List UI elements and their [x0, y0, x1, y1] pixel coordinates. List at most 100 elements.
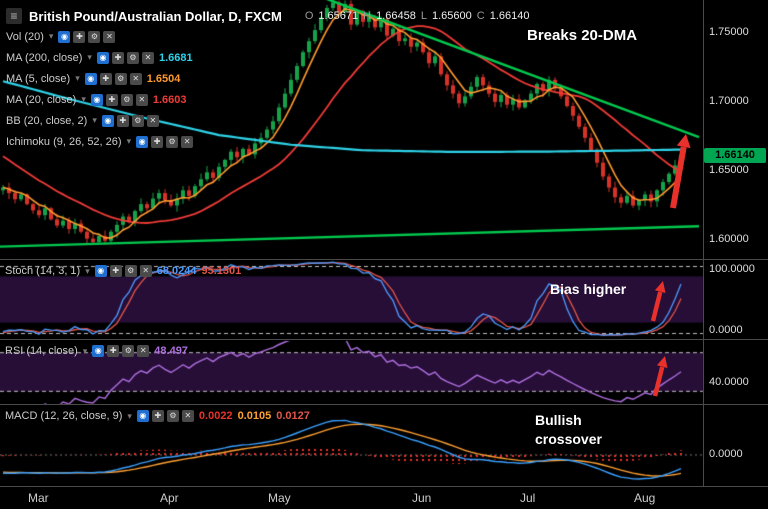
chevron-down-icon[interactable]: ▾	[87, 52, 92, 62]
settings-button[interactable]: ⚙	[126, 51, 139, 64]
close-button[interactable]: ✕	[135, 93, 148, 106]
price-axis-label: 1.70000	[709, 94, 749, 107]
indicator-label[interactable]: BB (20, close, 2)	[6, 114, 88, 127]
chevron-down-icon[interactable]: ▾	[82, 345, 88, 356]
time-axis-label: Mar	[28, 491, 49, 505]
indicator-label[interactable]: Ichimoku (9, 26, 52, 26)	[6, 135, 122, 148]
indicator-label[interactable]: MA (200, close)	[6, 51, 83, 64]
indicator-label[interactable]: MA (20, close)	[6, 93, 77, 106]
menu-icon[interactable]: ≡	[6, 8, 22, 24]
visibility-button[interactable]: ◉	[136, 135, 149, 148]
price-axis-label: 1.65000	[709, 163, 749, 176]
indicator-label[interactable]: MA (5, close)	[6, 72, 71, 85]
add-button[interactable]: ✚	[111, 51, 124, 64]
ohlc-readout: O 1.65671 H 1.66458 L 1.65600 C 1.66140	[305, 10, 530, 22]
indicator-value: 1.6603	[152, 93, 187, 106]
current-price-badge: 1.66140	[704, 148, 766, 163]
indicator-controls: ◉ ✚ ⚙ ✕	[92, 345, 150, 357]
up-arrow-annotation	[652, 356, 668, 397]
settings-button[interactable]: ⚙	[122, 345, 135, 357]
axis-separator	[703, 0, 704, 487]
chevron-down-icon[interactable]: ▾	[126, 136, 132, 146]
visibility-button[interactable]: ◉	[136, 410, 149, 422]
annotation-bias-higher: Bias higher	[550, 281, 627, 297]
add-button[interactable]: ✚	[107, 345, 120, 357]
chevron-down-icon[interactable]: ▾	[48, 31, 54, 41]
panel-separator[interactable]	[0, 259, 768, 260]
close-button[interactable]: ✕	[103, 30, 116, 43]
indicator-label[interactable]: MACD (12, 26, close, 9)	[5, 410, 123, 422]
macd-line-value: 0.0105	[237, 410, 272, 422]
close-button[interactable]: ✕	[141, 51, 154, 64]
indicator-label[interactable]: RSI (14, close)	[5, 345, 78, 357]
panel-separator[interactable]	[0, 339, 768, 340]
add-button[interactable]: ✚	[151, 135, 164, 148]
settings-button[interactable]: ⚙	[166, 410, 179, 422]
price-axis-label: 40.0000	[709, 375, 749, 388]
panel-separator	[0, 486, 768, 487]
indicator-label[interactable]: Vol (20)	[6, 30, 44, 43]
add-button[interactable]: ✚	[73, 30, 86, 43]
settings-button[interactable]: ⚙	[114, 72, 127, 85]
annotation-breaks-20dma: Breaks 20-DMA	[527, 27, 638, 44]
add-button[interactable]: ✚	[151, 410, 164, 422]
close-button[interactable]: ✕	[137, 345, 150, 357]
close-button[interactable]: ✕	[181, 410, 194, 422]
time-axis-label: May	[268, 491, 291, 505]
close-button[interactable]: ✕	[129, 72, 142, 85]
close-button[interactable]: ✕	[139, 265, 152, 277]
settings-button[interactable]: ⚙	[131, 114, 144, 127]
indicator-legend: Vol (20) ▾ ◉ ✚ ⚙ ✕ MA (200, close) ▾ ◉ ✚ ⚙ ✕ 1.6681 M…	[6, 29, 194, 155]
annotation-line-2: crossover	[535, 431, 602, 447]
panel-separator[interactable]	[0, 404, 768, 405]
open-label: O	[304, 10, 314, 22]
macd-legend: MACD (12, 26, close, 9) ▾ ◉ ✚ ⚙ ✕ 0.0022 0.…	[5, 410, 310, 422]
visibility-button[interactable]: ◉	[96, 51, 109, 64]
indicator-legend-row: MA (20, close) ▾ ◉ ✚ ⚙ ✕ 1.6603	[6, 92, 193, 107]
chevron-down-icon[interactable]: ▾	[92, 115, 97, 125]
add-button[interactable]: ✚	[116, 114, 129, 127]
high-value: 1.66458	[376, 10, 416, 22]
visibility-button[interactable]: ◉	[58, 30, 71, 43]
close-button[interactable]: ✕	[146, 114, 159, 127]
indicator-controls: ◉ ✚ ⚙ ✕	[136, 135, 194, 148]
chevron-down-icon[interactable]: ▾	[85, 265, 90, 276]
indicator-legend-row: Vol (20) ▾ ◉ ✚ ⚙ ✕	[6, 29, 193, 44]
visibility-button[interactable]: ◉	[90, 93, 103, 106]
indicator-controls: ◉ ✚ ⚙ ✕	[96, 51, 154, 64]
indicator-controls: ◉ ✚ ⚙ ✕	[90, 93, 148, 106]
visibility-button[interactable]: ◉	[94, 265, 107, 277]
indicator-value: 1.6504	[146, 72, 181, 85]
settings-button[interactable]: ⚙	[88, 30, 101, 43]
price-axis-label: 1.75000	[709, 25, 749, 38]
macd-signal-value: 0.0127	[276, 410, 310, 422]
close-button[interactable]: ✕	[181, 135, 194, 148]
visibility-button[interactable]: ◉	[92, 345, 105, 357]
time-axis-label: Jun	[412, 491, 432, 505]
time-axis-label: Aug	[634, 491, 656, 505]
indicator-label[interactable]: Stoch (14, 3, 1)	[5, 265, 81, 277]
settings-button[interactable]: ⚙	[120, 93, 133, 106]
visibility-button[interactable]: ◉	[84, 72, 97, 85]
price-axis-label: 1.60000	[709, 233, 749, 246]
settings-button[interactable]: ⚙	[124, 265, 137, 277]
main-legend: ≡ British Pound/Australian Dollar, D, FX…	[6, 7, 529, 25]
chart-title[interactable]: British Pound/Australian Dollar, D, FXCM	[29, 8, 282, 24]
low-value: 1.65600	[431, 10, 472, 22]
low-label: L	[420, 10, 427, 22]
chevron-down-icon[interactable]: ▾	[81, 94, 86, 104]
time-axis-label: Apr	[160, 491, 179, 505]
settings-button[interactable]: ⚙	[166, 135, 179, 148]
add-button[interactable]: ✚	[99, 72, 112, 85]
chevron-down-icon[interactable]: ▾	[127, 410, 132, 421]
indicator-controls: ◉ ✚ ⚙ ✕	[136, 410, 194, 422]
chevron-down-icon[interactable]: ▾	[75, 73, 80, 83]
visibility-button[interactable]: ◉	[101, 114, 114, 127]
add-button[interactable]: ✚	[105, 93, 118, 106]
annotation-bullish-crossover: Bullish crossover	[535, 411, 602, 449]
add-button[interactable]: ✚	[109, 265, 122, 277]
close-label: C	[476, 10, 485, 22]
price-axis-label: 100.0000	[709, 263, 755, 275]
